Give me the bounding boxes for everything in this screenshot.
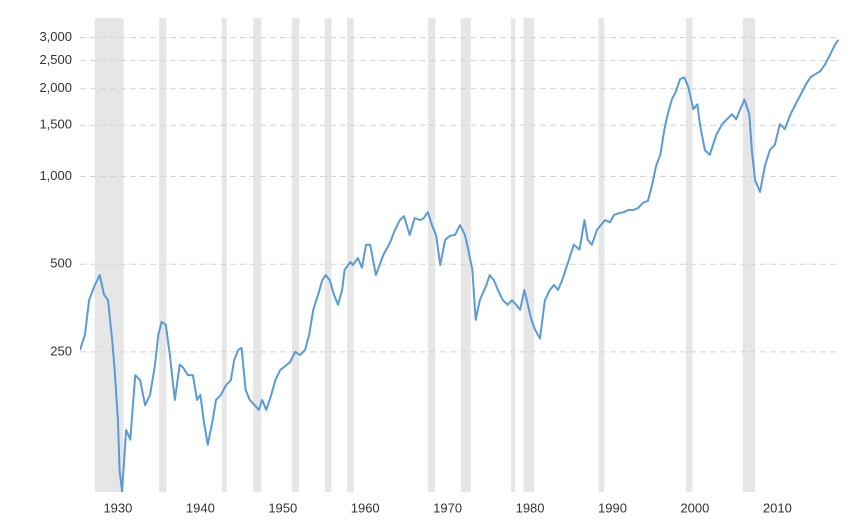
x-tick-label: 1950	[268, 500, 297, 515]
x-tick-label: 1990	[598, 500, 627, 515]
x-tick-label: 1970	[433, 500, 462, 515]
y-tick-label: 500	[50, 256, 72, 271]
recession-band	[511, 18, 516, 492]
x-tick-label: 2000	[680, 500, 709, 515]
grid	[80, 37, 840, 353]
recession-band	[221, 18, 227, 492]
recession-band	[159, 18, 167, 492]
x-tick-label: 1940	[186, 500, 215, 515]
price-line	[80, 39, 840, 492]
recession-bands	[94, 18, 756, 492]
recession-band	[523, 18, 535, 492]
recession-band	[685, 18, 693, 492]
recession-band	[742, 18, 756, 492]
recession-band	[598, 18, 605, 492]
recession-band	[94, 18, 124, 492]
recession-band	[460, 18, 471, 492]
y-tick-label: 2,000	[39, 80, 72, 95]
y-tick-label: 3,000	[39, 29, 72, 44]
recession-band	[347, 18, 354, 492]
y-tick-label: 2,500	[39, 52, 72, 67]
x-tick-label: 1930	[103, 500, 132, 515]
y-tick-label: 1,000	[39, 168, 72, 183]
series	[80, 39, 840, 492]
recession-band	[253, 18, 262, 492]
y-tick-label: 1,500	[39, 117, 72, 132]
axis-labels: 250 500 1,000 1,500 2,000 2,500 3,000 1930 1940 1…	[39, 29, 791, 515]
x-tick-label: 2010	[763, 500, 792, 515]
recession-band	[427, 18, 436, 492]
x-tick-label: 1980	[516, 500, 545, 515]
x-tick-label: 1960	[351, 500, 380, 515]
recession-band	[324, 18, 332, 492]
y-tick-label: 250	[50, 343, 72, 358]
recession-band	[291, 18, 300, 492]
